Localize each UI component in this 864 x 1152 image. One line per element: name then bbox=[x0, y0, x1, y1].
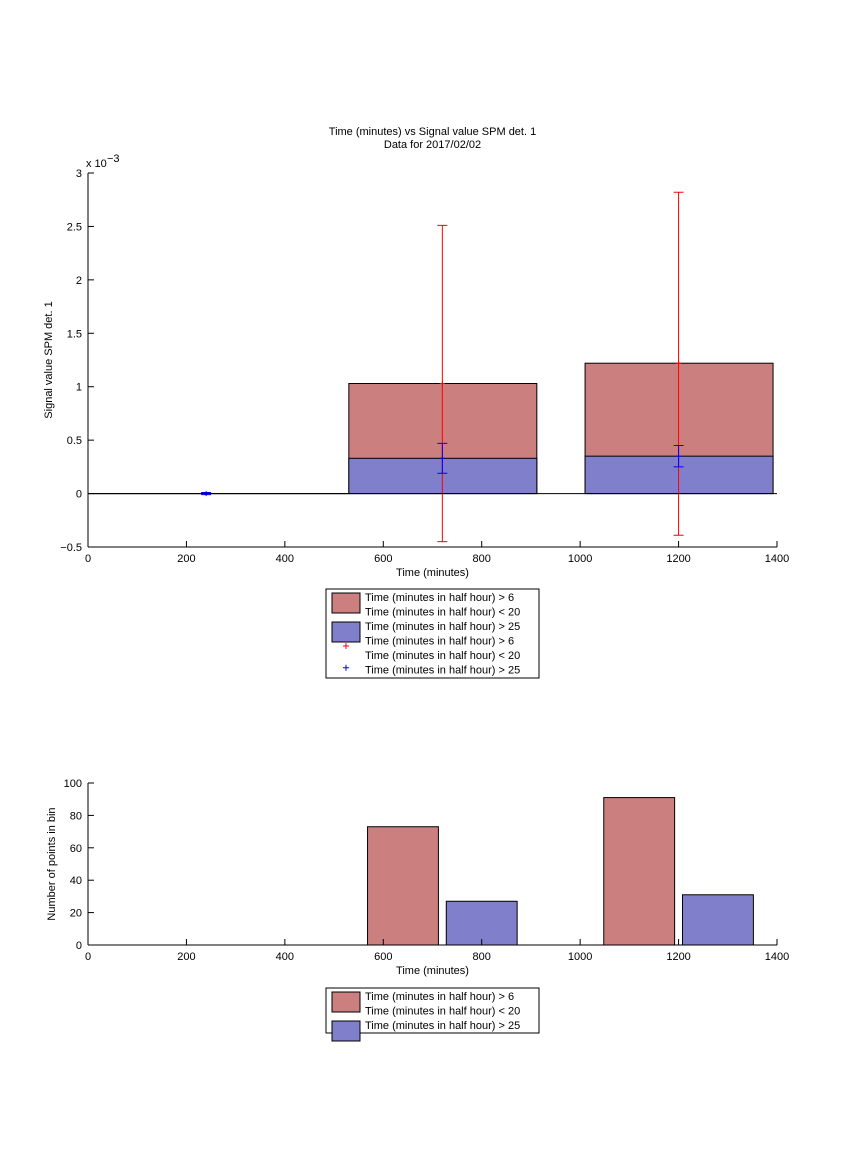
x-tick-label: 0 bbox=[85, 553, 91, 565]
legend-swatch bbox=[331, 991, 361, 1013]
y-tick-label: 2.5 bbox=[67, 221, 82, 233]
legend-label: Time (minutes in half hour) > 25 bbox=[365, 621, 520, 633]
chart-1: Time (minutes) vs Signal value SPM det. … bbox=[43, 126, 789, 679]
x-tick-label: 1400 bbox=[765, 951, 789, 963]
x-tick-label: 1000 bbox=[568, 951, 592, 963]
legend-label: Time (minutes in half hour) < 20 bbox=[365, 607, 520, 619]
y-tick-label: −0.5 bbox=[60, 542, 82, 554]
y-axis-label: Number of points in bin bbox=[46, 807, 58, 920]
y-tick-label: 20 bbox=[70, 908, 82, 920]
x-axis-label: Time (minutes) bbox=[396, 567, 469, 579]
error-bar bbox=[437, 442, 448, 474]
legend-swatch bbox=[331, 1020, 361, 1042]
y-tick-label: 100 bbox=[64, 778, 82, 790]
y-multiplier-exponent: −3 bbox=[107, 153, 120, 165]
y-multiplier: x 10 −3 bbox=[86, 153, 120, 170]
x-tick-label: 1000 bbox=[568, 553, 592, 565]
chart-2: 0 200 400 600 800 1000 1200 1400 0 20 40 60 80 100 Tim… bbox=[46, 778, 789, 1042]
error-bar bbox=[437, 224, 448, 543]
x-tick-label: 800 bbox=[473, 553, 491, 565]
legend-label: Time (minutes in half hour) < 20 bbox=[365, 1006, 520, 1018]
y-tick-label: 1.5 bbox=[67, 328, 82, 340]
legend-label: Time (minutes in half hour) > 6 bbox=[365, 592, 514, 604]
bar bbox=[367, 826, 439, 946]
legend-box bbox=[325, 987, 540, 1034]
x-tick-label: 600 bbox=[374, 951, 392, 963]
x-tick-label: 1200 bbox=[666, 553, 690, 565]
y-multiplier-base: x 10 bbox=[86, 158, 107, 170]
legend-label: Time (minutes in half hour) < 20 bbox=[365, 650, 520, 662]
legend-label: Time (minutes in half hour) > 6 bbox=[365, 991, 514, 1003]
legend-label: Time (minutes in half hour) > 25 bbox=[365, 665, 520, 677]
y-tick-label: 2 bbox=[76, 275, 82, 287]
x-tick-label: 1200 bbox=[666, 951, 690, 963]
legend-swatch bbox=[331, 592, 361, 614]
x-tick-label: 200 bbox=[177, 951, 195, 963]
bar bbox=[682, 894, 754, 946]
error-bar bbox=[673, 191, 684, 536]
x-tick-label: 800 bbox=[473, 951, 491, 963]
y-tick-label: 3 bbox=[76, 168, 82, 180]
y-axis-label: Signal value SPM det. 1 bbox=[43, 301, 55, 418]
bar bbox=[445, 900, 518, 946]
chart-title: Time (minutes) vs Signal value SPM det. … bbox=[329, 126, 536, 138]
x-tick-label: 1400 bbox=[765, 553, 789, 565]
x-tick-label: 200 bbox=[177, 553, 195, 565]
bar bbox=[603, 797, 676, 946]
y-tick-label: 0 bbox=[76, 940, 82, 952]
x-tick-label: 0 bbox=[85, 951, 91, 963]
chart-subtitle: Data for 2017/02/02 bbox=[384, 139, 481, 151]
x-tick-label: 400 bbox=[276, 553, 294, 565]
y-tick-label: 0 bbox=[76, 489, 82, 501]
legend-label: Time (minutes in half hour) > 25 bbox=[365, 1020, 520, 1032]
legend-swatch bbox=[331, 621, 361, 643]
y-tick-label: 80 bbox=[70, 810, 82, 822]
legend: Time (minutes in half hour) > 6 Time (min… bbox=[325, 987, 540, 1042]
x-tick-label: 600 bbox=[374, 553, 392, 565]
error-bar bbox=[673, 444, 684, 468]
y-tick-label: 1 bbox=[76, 382, 82, 394]
y-tick-label: 60 bbox=[70, 843, 82, 855]
legend-box bbox=[325, 588, 540, 679]
x-axis-label: Time (minutes) bbox=[396, 965, 469, 977]
x-tick-label: 400 bbox=[276, 951, 294, 963]
y-tick-label: 0.5 bbox=[67, 435, 82, 447]
y-tick-label: 40 bbox=[70, 875, 82, 887]
legend: Time (minutes in half hour) > 6 Time (min… bbox=[325, 588, 540, 679]
legend-label: Time (minutes in half hour) > 6 bbox=[365, 636, 514, 648]
